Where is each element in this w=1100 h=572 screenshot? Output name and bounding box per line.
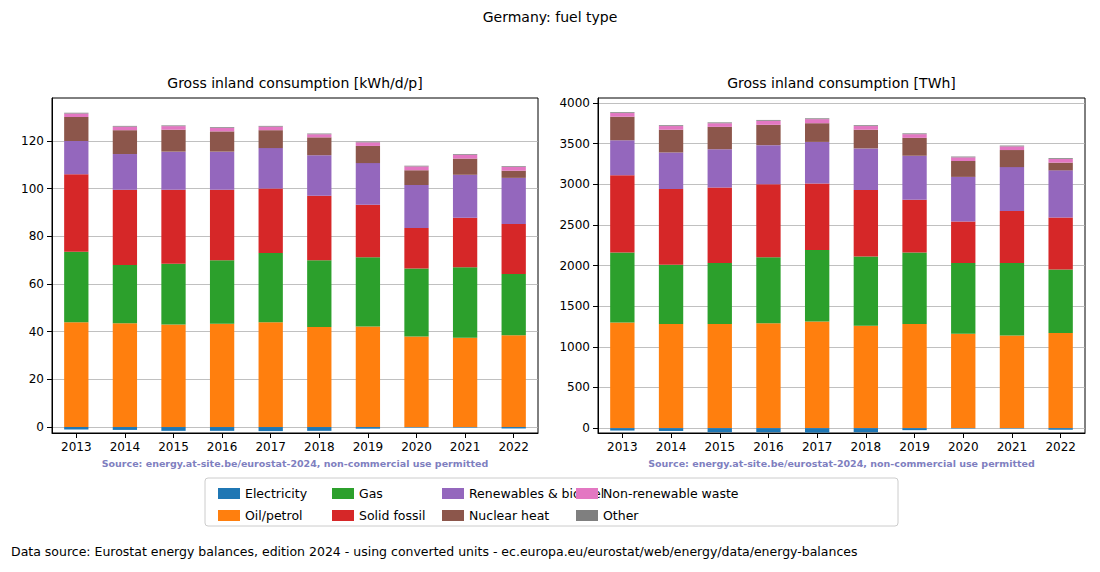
svg-text:2019: 2019 — [353, 440, 384, 454]
svg-text:80: 80 — [29, 229, 44, 243]
svg-text:2021: 2021 — [450, 440, 481, 454]
svg-text:Nuclear heat: Nuclear heat — [469, 508, 549, 523]
svg-text:2018: 2018 — [851, 440, 882, 454]
svg-text:20: 20 — [29, 372, 44, 386]
svg-text:120: 120 — [21, 134, 44, 148]
svg-text:2016: 2016 — [207, 440, 238, 454]
svg-text:Other: Other — [603, 508, 639, 523]
svg-text:2013: 2013 — [61, 440, 92, 454]
svg-text:100: 100 — [21, 182, 44, 196]
svg-text:2017: 2017 — [802, 440, 833, 454]
svg-text:Oil/petrol: Oil/petrol — [245, 508, 303, 523]
svg-text:2017: 2017 — [255, 440, 286, 454]
svg-text:Gross inland consumption [kWh/: Gross inland consumption [kWh/d/p] — [167, 75, 422, 91]
svg-text:2019: 2019 — [899, 440, 930, 454]
svg-text:2020: 2020 — [948, 440, 979, 454]
svg-text:4000: 4000 — [559, 96, 590, 110]
svg-text:2022: 2022 — [1045, 440, 1076, 454]
svg-text:Electricity: Electricity — [245, 486, 308, 501]
svg-text:2021: 2021 — [997, 440, 1028, 454]
svg-text:2500: 2500 — [559, 218, 590, 232]
svg-text:Data source: Eurostat energy b: Data source: Eurostat energy balances, e… — [11, 544, 858, 559]
svg-text:0: 0 — [36, 420, 44, 434]
svg-text:Gross inland consumption [TWh]: Gross inland consumption [TWh] — [727, 75, 956, 91]
svg-text:3500: 3500 — [559, 137, 590, 151]
svg-text:2014: 2014 — [656, 440, 687, 454]
svg-text:2020: 2020 — [401, 440, 432, 454]
svg-text:500: 500 — [567, 380, 590, 394]
svg-text:40: 40 — [29, 325, 44, 339]
svg-text:Source: energy.at-site.be/euro: Source: energy.at-site.be/eurostat-2024,… — [648, 458, 1035, 469]
svg-text:2014: 2014 — [110, 440, 141, 454]
svg-text:Non-renewable waste: Non-renewable waste — [603, 486, 739, 501]
svg-text:Renewables & biofuel: Renewables & biofuel — [469, 486, 604, 501]
svg-text:Source: energy.at-site.be/euro: Source: energy.at-site.be/eurostat-2024,… — [102, 458, 489, 469]
svg-text:Solid fossil: Solid fossil — [359, 508, 425, 523]
svg-text:1500: 1500 — [559, 299, 590, 313]
svg-text:2015: 2015 — [704, 440, 735, 454]
svg-text:2022: 2022 — [498, 440, 529, 454]
svg-text:60: 60 — [29, 277, 44, 291]
svg-text:Germany: fuel type: Germany: fuel type — [483, 9, 618, 25]
svg-text:2016: 2016 — [753, 440, 784, 454]
svg-text:2013: 2013 — [607, 440, 638, 454]
svg-text:1000: 1000 — [559, 340, 590, 354]
svg-text:2015: 2015 — [158, 440, 189, 454]
svg-text:3000: 3000 — [559, 177, 590, 191]
svg-text:0: 0 — [582, 421, 590, 435]
svg-text:2018: 2018 — [304, 440, 335, 454]
svg-text:2000: 2000 — [559, 259, 590, 273]
svg-text:Gas: Gas — [359, 486, 383, 501]
